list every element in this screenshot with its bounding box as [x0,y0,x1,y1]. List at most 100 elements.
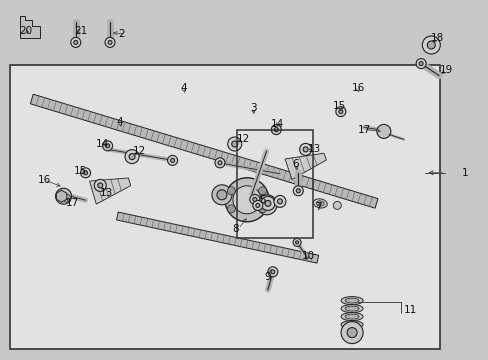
Text: 14: 14 [270,119,284,129]
Circle shape [271,125,281,135]
Polygon shape [116,212,318,263]
Text: 13: 13 [100,188,113,198]
Circle shape [261,197,274,210]
Circle shape [262,200,271,210]
Circle shape [258,205,266,213]
Circle shape [227,187,235,195]
Circle shape [105,144,109,148]
Circle shape [299,143,311,156]
Text: 11: 11 [403,305,416,315]
Ellipse shape [341,312,362,321]
Text: 9: 9 [264,272,270,282]
Circle shape [98,183,102,188]
Circle shape [129,154,135,159]
Circle shape [415,59,425,69]
Text: 3: 3 [249,103,256,113]
Circle shape [167,156,177,165]
Text: 18: 18 [430,33,444,43]
Circle shape [74,40,78,44]
Circle shape [83,171,87,175]
Circle shape [418,62,422,66]
Text: 4: 4 [180,83,186,93]
Text: 8: 8 [231,224,238,234]
Text: 17: 17 [357,125,370,135]
Text: 10: 10 [301,251,314,261]
Ellipse shape [345,322,358,327]
Circle shape [256,195,276,215]
Circle shape [217,190,226,200]
Text: 20: 20 [19,26,32,36]
Circle shape [292,238,301,246]
Text: 7: 7 [315,202,322,212]
Text: 5: 5 [258,195,265,205]
Circle shape [227,137,241,151]
Polygon shape [89,178,130,204]
Circle shape [341,321,362,343]
Circle shape [125,150,139,163]
Text: 14: 14 [96,139,109,149]
Circle shape [296,189,300,193]
Bar [237,130,312,238]
Circle shape [333,201,341,210]
Circle shape [102,141,112,151]
Text: 16: 16 [37,175,51,185]
Circle shape [232,186,261,214]
Circle shape [81,168,90,178]
Text: 12: 12 [236,134,249,144]
Text: 15: 15 [74,166,87,176]
Circle shape [376,125,390,138]
Bar [10,65,439,349]
Circle shape [252,197,256,201]
Circle shape [346,328,356,338]
Text: 16: 16 [350,83,364,93]
Circle shape [231,141,237,147]
Circle shape [108,40,112,44]
Polygon shape [285,153,325,179]
Polygon shape [56,190,67,202]
Circle shape [427,41,434,49]
Circle shape [94,179,106,192]
Ellipse shape [341,305,362,312]
Polygon shape [30,94,377,208]
Text: 4: 4 [116,117,123,127]
Text: 17: 17 [65,198,79,208]
Circle shape [338,109,342,114]
Ellipse shape [345,314,358,319]
Circle shape [264,201,270,206]
Circle shape [62,194,70,202]
Circle shape [249,194,259,204]
Circle shape [303,147,307,152]
Circle shape [218,161,222,165]
Circle shape [105,37,115,48]
Ellipse shape [345,298,358,303]
Circle shape [293,186,303,196]
Circle shape [170,158,174,162]
Text: 12: 12 [132,146,146,156]
Circle shape [215,158,224,168]
Ellipse shape [316,201,324,206]
Circle shape [71,37,81,48]
Circle shape [273,195,285,207]
Circle shape [422,36,439,54]
Circle shape [277,199,282,204]
Text: 19: 19 [439,65,452,75]
Ellipse shape [345,306,358,311]
Ellipse shape [313,199,326,208]
Text: 13: 13 [307,144,321,154]
Circle shape [335,107,345,117]
Text: 21: 21 [74,26,87,36]
Circle shape [211,185,231,205]
Circle shape [258,187,266,195]
Text: 6: 6 [292,159,299,169]
Circle shape [224,178,268,222]
Circle shape [274,127,278,132]
Circle shape [255,203,259,207]
Circle shape [295,241,298,244]
Text: 2: 2 [118,29,124,39]
Circle shape [227,205,235,213]
Polygon shape [20,17,40,39]
Circle shape [252,201,262,210]
Ellipse shape [341,321,362,329]
Circle shape [56,188,71,204]
Text: 1: 1 [461,168,468,178]
